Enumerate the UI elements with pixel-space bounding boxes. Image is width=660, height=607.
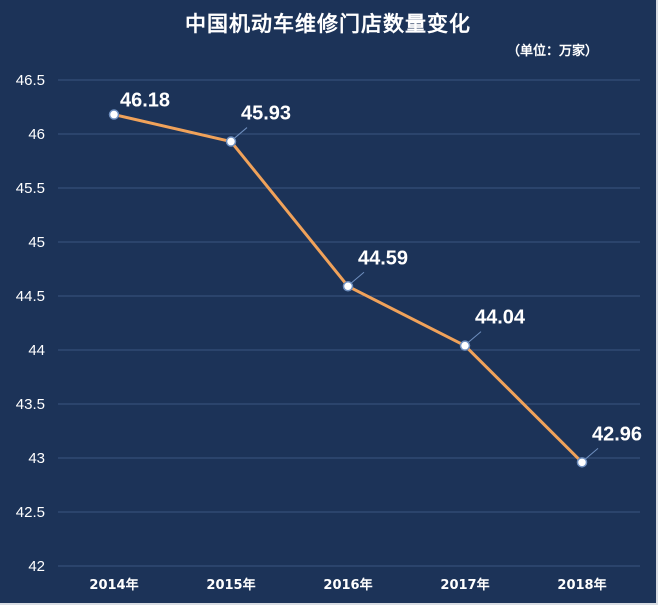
x-tick-label: 2018年	[557, 577, 606, 593]
y-tick-label: 44.5	[16, 288, 45, 305]
data-points	[108, 109, 588, 468]
x-tick-label: 2015年	[206, 577, 255, 593]
data-point-marker	[459, 340, 471, 351]
y-tick-label: 46.5	[16, 72, 45, 89]
y-tick-label: 46	[28, 126, 45, 143]
y-tick-label: 43	[28, 450, 45, 467]
x-tick-label: 2014年	[89, 577, 138, 593]
unit-label: （单位：万家）	[506, 44, 598, 59]
label-leader-line	[467, 331, 482, 344]
y-tick-label: 45.5	[16, 180, 45, 197]
y-tick-label: 45	[28, 234, 45, 251]
label-leader-line	[350, 271, 365, 284]
y-axis-ticks: 42 42.5 43 43.5 44 44.5 45 45.5 46 46.5	[16, 72, 45, 575]
label-leaders	[233, 127, 599, 460]
data-point-marker	[342, 281, 354, 292]
y-tick-label: 42	[28, 558, 45, 575]
x-tick-label: 2017年	[440, 577, 489, 593]
y-tick-label: 43.5	[16, 396, 45, 413]
gridlines	[58, 79, 640, 567]
y-tick-label: 42.5	[16, 504, 45, 521]
data-point-marker	[225, 136, 237, 147]
data-point-marker	[108, 109, 120, 120]
data-label: 44.04	[475, 307, 526, 329]
data-label: 44.59	[358, 247, 408, 269]
data-point-marker	[576, 457, 588, 468]
y-tick-label: 44	[28, 342, 45, 359]
x-axis-ticks: 2014年 2015年 2016年 2017年 2018年	[89, 577, 606, 593]
label-leader-line	[233, 127, 248, 139]
data-label: 45.93	[241, 103, 291, 125]
x-tick-label: 2016年	[323, 577, 372, 593]
data-label: 46.18	[120, 90, 170, 112]
data-label: 42.96	[592, 423, 642, 445]
chart-title: 中国机动车维修门店数量变化	[185, 12, 471, 36]
data-labels: 46.18 45.93 44.59 44.04 42.96	[120, 90, 642, 446]
label-leader-line	[584, 447, 599, 460]
